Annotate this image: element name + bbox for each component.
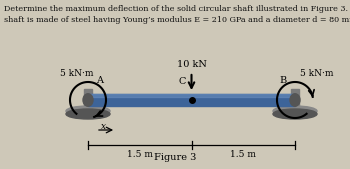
Text: 5 kN·m: 5 kN·m [60, 69, 93, 78]
Bar [88, 94, 295, 97]
Text: Figure 3: Figure 3 [154, 153, 196, 162]
Ellipse shape [66, 106, 110, 116]
Text: 1.5 m: 1.5 m [230, 150, 256, 159]
Text: A: A [96, 76, 103, 85]
Text: 10 kN: 10 kN [176, 60, 206, 69]
Text: C: C [178, 77, 186, 86]
Ellipse shape [290, 94, 300, 106]
Text: 1.5 m: 1.5 m [127, 150, 153, 159]
Ellipse shape [83, 94, 93, 106]
Text: x: x [102, 122, 106, 131]
Bar [88, 94, 295, 106]
Text: shaft is made of steel having Young’s modulus E = 210 GPa and a diameter d = 80 : shaft is made of steel having Young’s mo… [4, 16, 350, 24]
Ellipse shape [66, 109, 110, 119]
Text: B: B [280, 76, 287, 85]
Ellipse shape [273, 109, 317, 119]
Bar [291, 89, 299, 111]
Ellipse shape [273, 106, 317, 116]
Text: Determine the maximum deflection of the solid circular shaft illustrated in Figu: Determine the maximum deflection of the … [4, 5, 350, 13]
Bar [84, 89, 92, 111]
Text: 5 kN·m: 5 kN·m [300, 69, 334, 78]
